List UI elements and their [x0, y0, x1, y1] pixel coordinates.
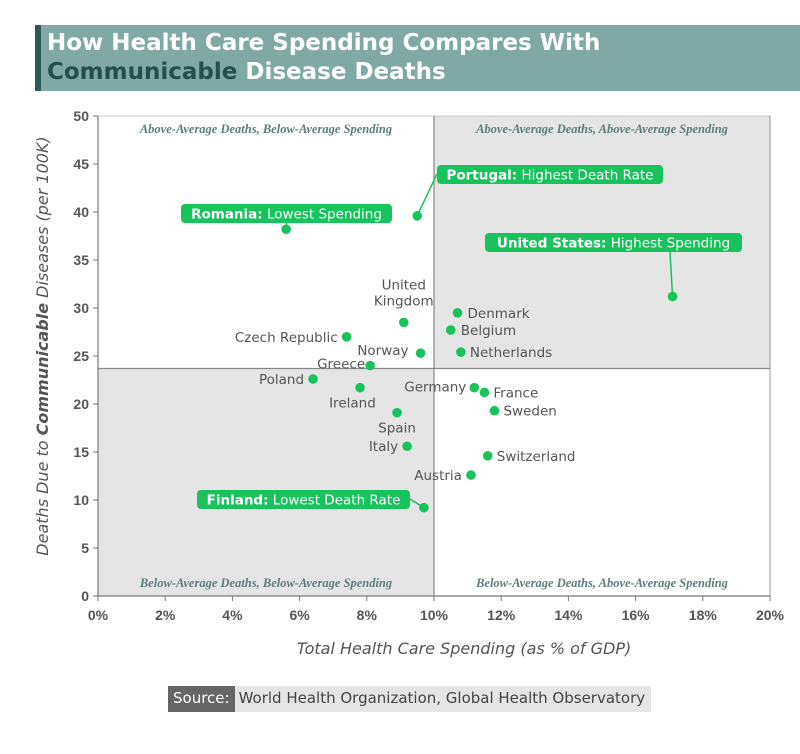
callout-country: Portugal: — [446, 168, 517, 184]
y-tick-label: 40 — [73, 204, 89, 220]
y-tick-label: 30 — [73, 300, 89, 316]
data-point-italy — [402, 441, 412, 452]
point-label: Kingdom — [374, 293, 434, 309]
y-tick-label: 15 — [73, 444, 89, 460]
callout-description: Lowest Spending — [263, 207, 382, 223]
y-tick-label: 45 — [73, 156, 89, 172]
callout-text: Finland: Lowest Death Rate — [207, 493, 401, 509]
x-tick-label: 0% — [88, 607, 109, 623]
source-note: Source: World Health Organization, Globa… — [168, 686, 652, 712]
callout-box — [437, 165, 663, 184]
callout-country: Finland: — [207, 493, 269, 509]
data-point-finland — [419, 502, 429, 513]
point-label: Belgium — [461, 323, 516, 339]
data-point-romania — [281, 224, 291, 235]
title-banner — [35, 25, 800, 91]
y-tick-label: 0 — [81, 588, 89, 604]
y-axis-title-part: Diseases (per 100K) — [33, 136, 52, 303]
point-label: Austria — [414, 468, 462, 484]
data-point-switzerland — [482, 451, 493, 461]
y-tick-label: 25 — [73, 348, 89, 364]
point-label: Netherlands — [470, 345, 552, 361]
point-label: Spain — [378, 421, 416, 437]
y-tick-label: 20 — [73, 396, 89, 412]
callout-box — [181, 204, 392, 223]
data-point-sweden — [489, 405, 500, 416]
x-tick-label: 16% — [622, 607, 651, 623]
data-point-portugal — [412, 211, 423, 221]
title-rest: Disease Deaths — [237, 59, 446, 85]
point-label: Switzerland — [497, 449, 576, 465]
quadrant-label-top-left: Above-Average Deaths, Below-Average Spen… — [139, 122, 392, 136]
y-tick-label: 10 — [73, 492, 89, 508]
x-tick-label: 10% — [420, 607, 449, 623]
point-label: Italy — [369, 439, 398, 455]
x-tick-label: 2% — [155, 607, 176, 623]
callout-box — [485, 233, 742, 252]
chart-title-line1: How Health Care Spending Compares With — [47, 30, 601, 56]
callout-text: Portugal: Highest Death Rate — [446, 168, 653, 184]
data-point-united-kingdom — [398, 317, 409, 328]
data-point-czech-republic — [341, 332, 352, 342]
y-tick-label: 50 — [73, 108, 89, 124]
point-label: Poland — [259, 372, 304, 388]
x-tick-label: 18% — [689, 607, 718, 623]
scatter-chart: 0 5 10 15 20 25 30 35 40 45 50 0% 2% 4% 6% 8% 10% 12% 14% 1… — [33, 108, 785, 658]
point-label: Czech Republic — [235, 330, 338, 346]
callout-leader-line — [669, 251, 674, 297]
data-point-denmark — [452, 308, 463, 318]
callout-country: Romania: — [191, 207, 263, 223]
data-point-belgium — [446, 325, 456, 335]
point-label: Norway — [357, 343, 408, 359]
x-tick-label: 20% — [756, 607, 785, 623]
y-tick-label: 5 — [81, 540, 89, 556]
chart-title-line2: Communicable Disease Deaths — [47, 59, 446, 85]
data-point-netherlands — [456, 347, 466, 357]
data-point-norway — [415, 348, 426, 358]
callout-country: United States: — [497, 236, 607, 252]
point-label: United — [382, 277, 426, 293]
quadrant-label-bottom-right: Below-Average Deaths, Above-Average Spen… — [475, 576, 728, 590]
callout-text: Romania: Lowest Spending — [191, 207, 382, 223]
y-axis-title-part: Communicable — [33, 303, 52, 436]
source-label: Source: — [168, 686, 235, 712]
point-label: Ireland — [329, 396, 376, 412]
y-axis-title-part: Deaths Due to — [33, 435, 52, 555]
title-highlight-word: Communicable — [47, 59, 238, 85]
callout-text: United States: Highest Spending — [497, 236, 730, 252]
point-label: Greece — [317, 357, 365, 373]
x-tick-label: 12% — [487, 607, 516, 623]
callout-description: Highest Death Rate — [517, 168, 653, 184]
callout-box — [197, 490, 410, 509]
quadrant-shade-bottom-left — [98, 368, 434, 596]
y-axis-title: Deaths Due to Communicable Diseases (per… — [33, 136, 52, 555]
x-tick-label: 14% — [554, 607, 583, 623]
point-label: France — [493, 385, 538, 401]
x-tick-label: 8% — [357, 607, 378, 623]
data-point-united-states — [667, 291, 678, 302]
quadrant-label-bottom-left: Below-Average Deaths, Below-Average Spen… — [139, 576, 392, 590]
point-label: Denmark — [468, 306, 530, 322]
y-tick-label: 35 — [73, 252, 89, 268]
callout-description: Lowest Death Rate — [269, 493, 401, 509]
data-point-germany — [469, 382, 480, 393]
callout-description: Highest Spending — [606, 236, 730, 252]
title-accent-bar — [35, 25, 41, 91]
quadrant-label-top-right: Above-Average Deaths, Above-Average Spen… — [475, 122, 728, 136]
data-point-france — [479, 387, 490, 398]
x-tick-label: 4% — [222, 607, 243, 623]
x-tick-label: 6% — [289, 607, 310, 623]
point-label: Sweden — [503, 404, 556, 420]
data-point-poland — [308, 374, 318, 384]
point-label: Germany — [404, 380, 466, 396]
data-point-ireland — [355, 382, 365, 393]
source-text: World Health Organization, Global Health… — [234, 686, 652, 712]
data-point-greece — [365, 360, 375, 371]
data-point-spain — [392, 407, 402, 418]
callout-leader-line — [416, 173, 438, 217]
data-point-austria — [466, 470, 476, 480]
x-axis-title: Total Health Care Spending (as % of GDP) — [297, 639, 631, 658]
